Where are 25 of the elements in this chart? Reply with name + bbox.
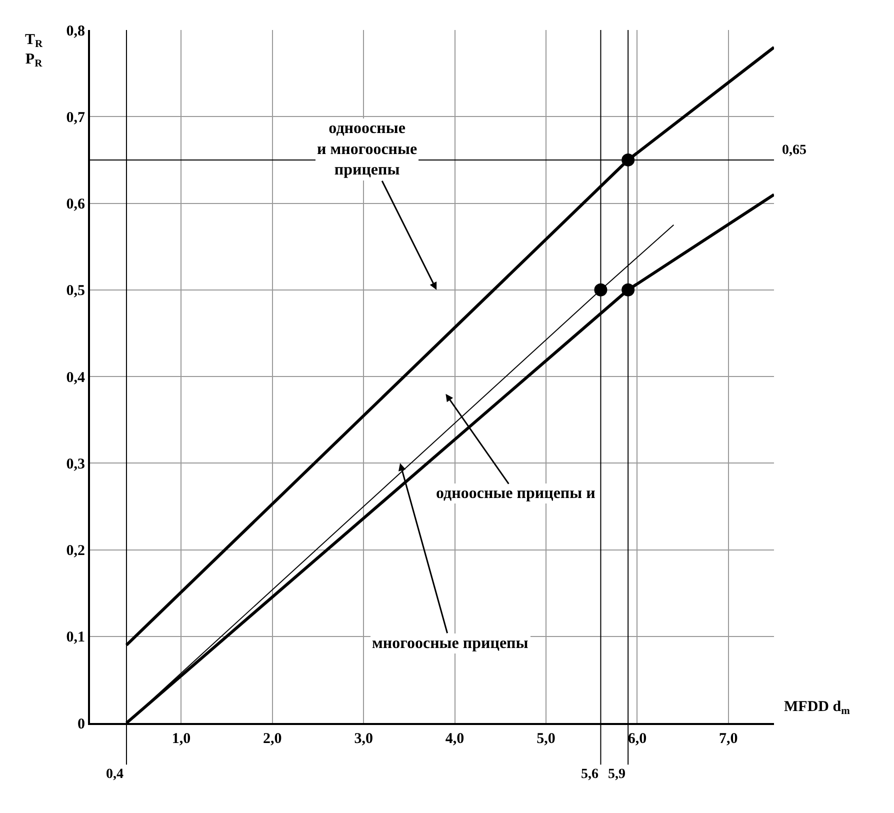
ref-line-label: 5,9 (608, 767, 626, 782)
x-tick-label: 2,0 (263, 731, 282, 747)
annotation: многоосные прицепы (372, 635, 529, 652)
x-tick-label: 4,0 (445, 731, 464, 747)
y-tick-label: 0,3 (66, 456, 85, 472)
x-axis-title: MFDD d$_{m}$ (784, 699, 850, 718)
y-tick-label: 0,4 (66, 370, 86, 386)
ref-line-label: 0,4 (106, 767, 124, 782)
y-tick-label: 0,5 (66, 283, 85, 300)
y-tick-label: 0,8 (66, 23, 85, 40)
y-tick-label: 0,7 (66, 110, 86, 126)
ref-line-label: 0,65 (782, 143, 806, 158)
y-tick-label: 0,2 (66, 543, 85, 559)
ref-line-label: 5,6 (581, 767, 598, 782)
annotation: одноосные прицепы и (436, 485, 596, 502)
y-tick-label: 0,6 (66, 196, 86, 212)
annotation: одноосные и многоосные прицепы (317, 120, 418, 179)
x-tick-label: 6,0 (628, 731, 647, 747)
x-tick-label: 3,0 (354, 731, 373, 747)
y-axis-title: T$_{R}$ P$_{R}$ (25, 32, 44, 70)
y-tick-label: 0 (78, 716, 85, 732)
x-tick-label: 5,0 (536, 731, 556, 747)
x-tick-label: 1,0 (172, 731, 191, 747)
y-tick-label: 0,1 (66, 630, 85, 646)
x-tick-label: 7,0 (719, 731, 738, 747)
